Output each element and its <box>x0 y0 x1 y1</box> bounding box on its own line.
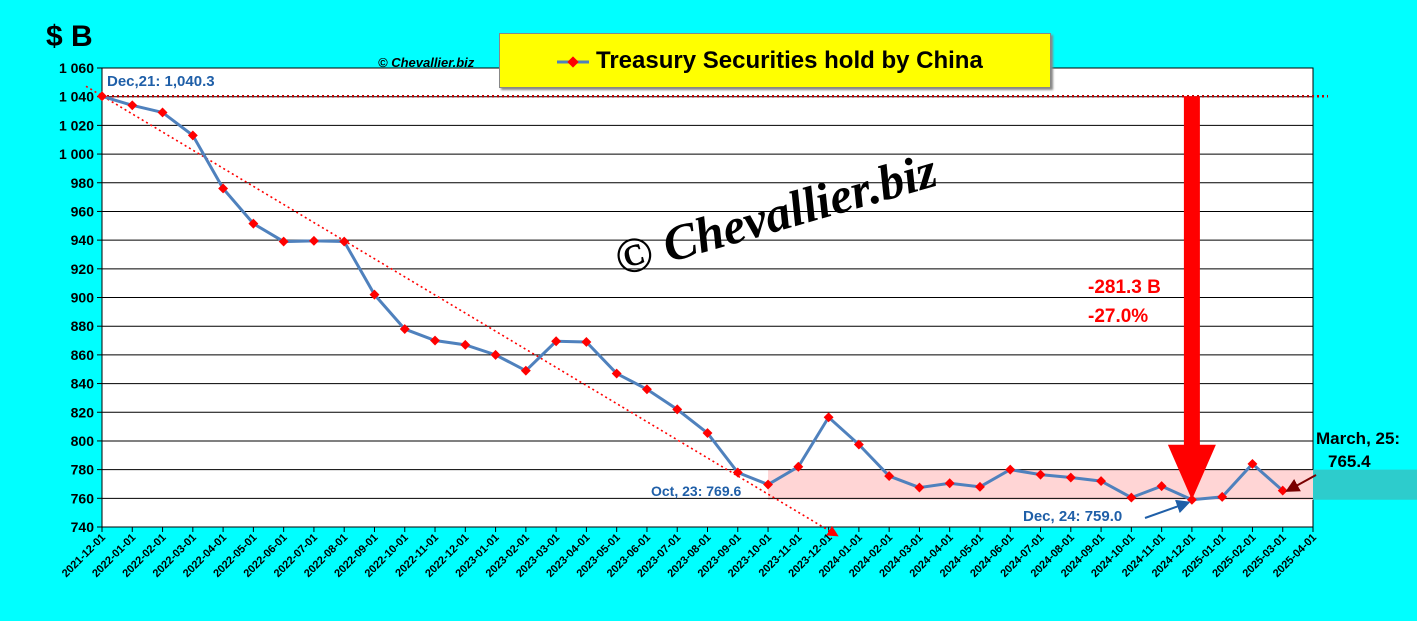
y-tick-label: 820 <box>71 404 95 420</box>
legend-line-marker-icon <box>557 56 589 68</box>
y-tick-label: 780 <box>71 462 95 478</box>
data-point-marker <box>339 236 350 247</box>
data-point-marker <box>551 336 562 347</box>
annotation-dec24: Dec, 24: 759.0 <box>1023 508 1123 525</box>
data-point-marker <box>642 384 652 395</box>
data-point-marker <box>278 236 289 247</box>
data-point-marker <box>127 100 138 111</box>
y-tick-label: 1 020 <box>59 117 94 133</box>
y-tick-label: 880 <box>71 318 95 334</box>
data-point-marker <box>369 289 380 300</box>
data-point-marker <box>975 481 985 492</box>
data-point-marker <box>1247 458 1258 469</box>
y-tick-label: 940 <box>71 232 95 248</box>
data-point-marker <box>97 91 107 102</box>
data-point-marker <box>1217 491 1228 502</box>
data-point-marker <box>823 412 834 423</box>
data-point-marker <box>884 471 895 482</box>
y-tick-label: 960 <box>71 203 95 219</box>
data-point-marker <box>1126 492 1137 503</box>
data-point-marker <box>490 349 501 360</box>
y-axis-unit-label: $ B <box>46 20 93 53</box>
y-tick-label: 1 040 <box>59 89 94 105</box>
y-tick-label: 980 <box>71 175 95 191</box>
y-tick-label: 1 000 <box>59 146 94 162</box>
y-tick-label: 840 <box>71 376 95 392</box>
data-point-marker <box>672 404 683 415</box>
annotation-march25-label: March, 25: <box>1316 429 1401 448</box>
data-point-marker <box>430 335 440 346</box>
data-point-marker <box>308 235 319 246</box>
dec24-pointer-arrow <box>1144 499 1191 519</box>
data-point-marker <box>914 482 925 493</box>
y-tick-label: 920 <box>71 261 95 277</box>
data-point-marker <box>581 337 592 347</box>
trend-line <box>85 85 839 537</box>
data-point-marker <box>218 183 229 194</box>
annotation-drop-percent: -27.0% <box>1088 306 1149 327</box>
data-point-marker <box>399 324 410 335</box>
highlight-band-extension <box>1313 469 1417 500</box>
data-point-marker <box>1065 472 1076 483</box>
y-tick-label: 900 <box>71 290 95 306</box>
annotation-start: Dec,21: 1,040.3 <box>107 73 215 90</box>
y-tick-label: 740 <box>71 519 95 535</box>
data-point-marker <box>187 130 198 141</box>
data-point-marker <box>853 439 864 450</box>
y-tick-label: 860 <box>71 347 95 363</box>
annotation-drop-amount: -281.3 B <box>1088 277 1161 298</box>
data-point-marker <box>763 479 773 490</box>
data-point-marker <box>702 428 713 438</box>
data-point-marker <box>1156 481 1167 492</box>
series-line <box>101 94 1284 502</box>
copyright-text: © Chevallier.biz <box>378 55 475 70</box>
legend-label: Treasury Securities hold by China <box>596 47 983 74</box>
data-point-marker <box>1005 464 1016 475</box>
data-point-marker <box>1035 469 1046 480</box>
data-point-marker <box>611 368 622 379</box>
data-point-marker <box>1277 485 1288 496</box>
data-point-marker <box>157 107 168 118</box>
data-point-marker <box>793 461 804 472</box>
data-point-marker <box>1096 476 1107 487</box>
data-point-marker <box>248 218 259 229</box>
y-tick-label: 800 <box>71 433 95 449</box>
data-point-marker <box>520 365 531 376</box>
y-tick-label: 1 060 <box>59 60 94 76</box>
data-point-marker <box>944 478 955 489</box>
legend-box: Treasury Securities hold by China <box>499 33 1051 88</box>
drop-arrow <box>1167 96 1216 500</box>
annotation-march25-value: 765.4 <box>1328 452 1371 471</box>
data-point-marker <box>460 339 471 350</box>
annotation-oct23: Oct, 23: 769.6 <box>651 483 742 499</box>
y-tick-label: 760 <box>71 490 95 506</box>
data-point-marker <box>732 467 743 478</box>
march25-pointer-arrow <box>1285 474 1317 492</box>
